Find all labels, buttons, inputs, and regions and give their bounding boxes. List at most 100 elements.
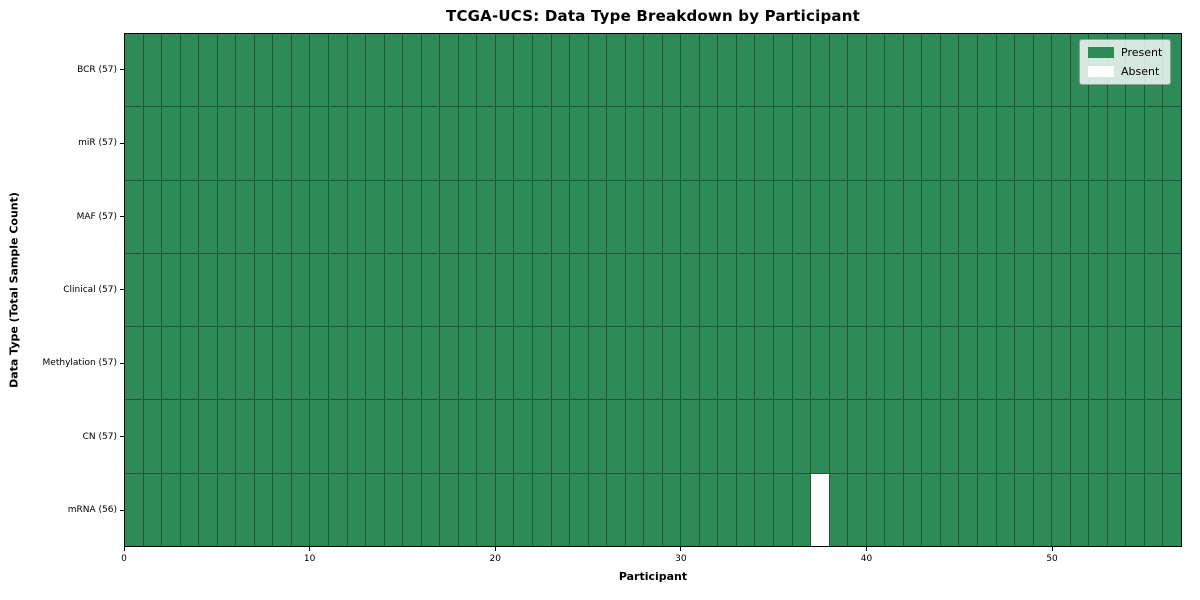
y-tick-label: mRNA (56) xyxy=(67,505,117,516)
heatmap-cell xyxy=(996,253,1015,327)
heatmap-cell xyxy=(978,180,996,253)
heatmap-cell xyxy=(755,473,774,546)
heatmap-cell xyxy=(495,473,514,546)
heatmap-cell xyxy=(162,107,180,180)
heatmap-cell xyxy=(328,400,347,473)
heatmap-cell xyxy=(125,34,143,107)
y-tick: BCR (57) xyxy=(0,33,124,106)
heatmap-cell xyxy=(217,327,236,400)
heatmap-cell xyxy=(736,327,755,400)
heatmap-cell xyxy=(458,107,477,180)
heatmap-cell xyxy=(940,327,959,400)
heatmap-cell xyxy=(458,253,477,327)
heatmap-cell xyxy=(718,107,736,180)
heatmap-cell xyxy=(403,327,421,400)
heatmap-cell xyxy=(866,107,885,180)
plot-area xyxy=(124,33,1182,547)
heatmap-cell xyxy=(625,180,644,253)
heatmap-cell xyxy=(1144,180,1163,253)
heatmap-cell xyxy=(959,180,978,253)
heatmap-cell xyxy=(588,327,607,400)
heatmap-cell xyxy=(903,34,922,107)
heatmap xyxy=(125,34,1181,546)
heatmap-cell xyxy=(1144,400,1163,473)
heatmap-cell xyxy=(532,180,551,253)
heatmap-cell xyxy=(699,107,718,180)
heatmap-cell xyxy=(236,107,254,180)
legend-swatch-absent-icon xyxy=(1088,66,1114,77)
heatmap-cell xyxy=(1052,253,1070,327)
legend-swatch-present-icon xyxy=(1088,47,1114,58)
heatmap-cell xyxy=(254,34,273,107)
heatmap-cell xyxy=(217,400,236,473)
heatmap-cell xyxy=(829,180,848,253)
heatmap-cell xyxy=(792,400,811,473)
heatmap-cell xyxy=(551,107,570,180)
heatmap-cell xyxy=(366,34,384,107)
heatmap-cell xyxy=(310,400,328,473)
heatmap-cell xyxy=(774,34,792,107)
heatmap-cell xyxy=(551,180,570,253)
heatmap-cell xyxy=(1070,327,1089,400)
heatmap-cell xyxy=(903,473,922,546)
heatmap-cell xyxy=(403,107,421,180)
heatmap-cell xyxy=(588,180,607,253)
y-tick: mRNA (56) xyxy=(0,474,124,547)
heatmap-cell xyxy=(625,34,644,107)
heatmap-cell xyxy=(254,473,273,546)
heatmap-cell xyxy=(811,473,829,546)
heatmap-cell xyxy=(347,327,366,400)
heatmap-cell xyxy=(366,253,384,327)
heatmap-cell xyxy=(866,400,885,473)
heatmap-cell xyxy=(384,107,403,180)
heatmap-cell xyxy=(254,400,273,473)
heatmap-cell xyxy=(495,400,514,473)
y-tick-mark xyxy=(120,436,124,438)
heatmap-cell xyxy=(217,253,236,327)
heatmap-cell xyxy=(421,34,440,107)
heatmap-cell xyxy=(1126,180,1144,253)
heatmap-cell xyxy=(1163,400,1181,473)
heatmap-cell xyxy=(421,180,440,253)
heatmap-cell xyxy=(570,180,588,253)
heatmap-cell xyxy=(996,34,1015,107)
heatmap-cell xyxy=(959,34,978,107)
heatmap-cell xyxy=(125,473,143,546)
heatmap-cell xyxy=(236,473,254,546)
heatmap-cell xyxy=(885,253,903,327)
heatmap-cell xyxy=(514,253,532,327)
heatmap-cell xyxy=(291,180,310,253)
heatmap-cell xyxy=(755,253,774,327)
heatmap-cell xyxy=(848,180,866,253)
y-tick-mark xyxy=(120,142,124,144)
heatmap-cell xyxy=(1144,107,1163,180)
heatmap-cell xyxy=(551,253,570,327)
heatmap-cell xyxy=(959,107,978,180)
heatmap-cell xyxy=(699,400,718,473)
heatmap-cell xyxy=(291,34,310,107)
heatmap-cell xyxy=(1033,473,1052,546)
heatmap-cell xyxy=(495,253,514,327)
heatmap-cell xyxy=(662,473,681,546)
heatmap-cell xyxy=(458,400,477,473)
heatmap-cell xyxy=(1144,327,1163,400)
heatmap-cell xyxy=(495,327,514,400)
heatmap-cell xyxy=(755,400,774,473)
heatmap-cell xyxy=(514,400,532,473)
heatmap-cell xyxy=(328,180,347,253)
heatmap-cell xyxy=(180,400,199,473)
heatmap-cell xyxy=(829,327,848,400)
heatmap-cell xyxy=(903,180,922,253)
heatmap-cell xyxy=(996,400,1015,473)
heatmap-cell xyxy=(1052,34,1070,107)
x-tick-label: 0 xyxy=(121,554,127,564)
heatmap-cell xyxy=(291,473,310,546)
heatmap-cell xyxy=(180,253,199,327)
heatmap-cell xyxy=(532,253,551,327)
heatmap-cell xyxy=(940,253,959,327)
heatmap-cell xyxy=(885,180,903,253)
heatmap-cell xyxy=(1126,107,1144,180)
heatmap-cell xyxy=(403,473,421,546)
heatmap-cell xyxy=(1015,107,1033,180)
heatmap-cell xyxy=(1163,180,1181,253)
